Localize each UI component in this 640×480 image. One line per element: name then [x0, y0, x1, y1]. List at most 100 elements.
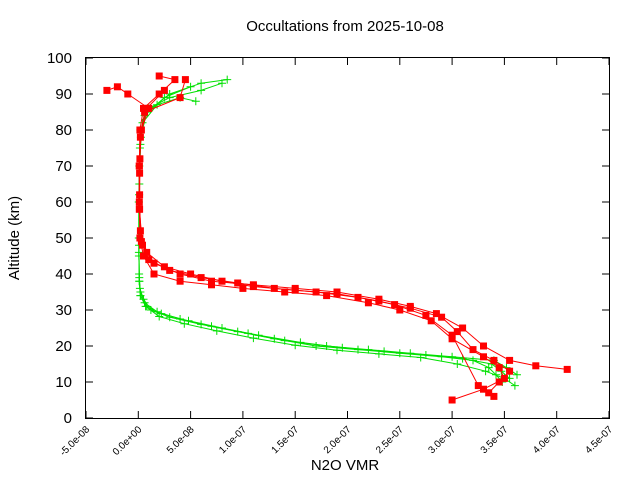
data-point [448, 335, 456, 343]
data-point [155, 72, 163, 80]
data-point [432, 310, 440, 318]
data-point [136, 169, 144, 177]
data-point [155, 312, 164, 321]
data-point [155, 90, 163, 98]
series-line [138, 79, 518, 376]
y-axis-label: Altitude (km) [6, 196, 23, 280]
data-point [249, 281, 257, 289]
data-point [438, 313, 446, 321]
data-point [490, 392, 498, 400]
data-point [506, 356, 514, 364]
data-point [532, 362, 540, 370]
data-point [510, 381, 519, 390]
data-point [312, 288, 320, 296]
chart-title: Occultations from 2025-10-08 [246, 18, 444, 35]
y-tick-label: 40 [55, 266, 72, 283]
data-point [480, 342, 487, 350]
y-tick-label: 50 [55, 230, 72, 247]
data-point [176, 94, 184, 102]
data-point [171, 76, 179, 84]
data-point [234, 279, 242, 287]
data-point [391, 301, 399, 309]
y-tick-label: 20 [55, 338, 72, 355]
data-point [396, 306, 404, 314]
data-point [563, 365, 571, 373]
data-point [197, 79, 206, 88]
y-tick-label: 60 [55, 194, 72, 211]
data-point [181, 76, 189, 84]
data-point [223, 75, 232, 84]
y-tick-label: 90 [55, 86, 72, 103]
data-point [244, 329, 253, 338]
data-point [176, 270, 184, 278]
y-tick-label: 70 [55, 158, 72, 175]
data-point [448, 331, 456, 339]
data-point [212, 326, 221, 335]
data-point [113, 83, 121, 91]
x-axis-label: N2O VMR [311, 457, 380, 474]
data-point [134, 248, 143, 257]
data-point [208, 277, 215, 285]
data-point [474, 382, 482, 390]
series-green-profiles [134, 75, 521, 390]
data-point [406, 349, 415, 358]
data-point [176, 315, 185, 323]
data-point [480, 353, 487, 361]
data-point [448, 352, 457, 361]
data-point [281, 288, 289, 296]
data-point [136, 234, 144, 242]
data-point [453, 328, 461, 336]
data-point [312, 342, 321, 350]
data-point [166, 266, 174, 274]
data-point [136, 133, 144, 141]
data-point [270, 284, 278, 292]
data-point [160, 263, 168, 271]
data-point [124, 90, 132, 98]
data-point [506, 367, 514, 375]
data-point [150, 270, 158, 278]
y-tick-label: 100 [47, 50, 72, 67]
y-tick-label: 80 [55, 122, 72, 139]
data-point [176, 277, 184, 285]
data-point [375, 295, 383, 303]
y-tick-label: 10 [55, 374, 72, 391]
data-point [150, 259, 158, 267]
series-red-profiles [103, 72, 571, 404]
plot-frame [85, 57, 610, 419]
plot-marks [103, 72, 571, 404]
data-point [180, 319, 189, 328]
data-point [191, 97, 200, 106]
data-point [140, 252, 147, 260]
data-point [333, 288, 341, 296]
data-point [333, 346, 341, 355]
data-point [481, 367, 490, 376]
y-tick-label: 30 [55, 302, 72, 319]
data-point [459, 324, 467, 332]
data-point [160, 93, 169, 102]
data-point [291, 284, 299, 292]
data-point [208, 281, 215, 289]
data-point [160, 86, 168, 94]
data-point [416, 353, 425, 362]
data-point [406, 302, 414, 310]
data-point [500, 374, 508, 382]
y-tick-label: 0 [64, 410, 72, 427]
data-point [427, 317, 435, 325]
data-point [197, 86, 206, 95]
data-point [448, 396, 456, 404]
y-axis-ticks: 0 10 20 30 40 50 60 70 80 90 100 [47, 50, 609, 427]
data-point [495, 378, 503, 386]
data-point [207, 322, 216, 331]
data-point [141, 108, 149, 116]
data-point [197, 274, 205, 282]
data-point [364, 345, 373, 354]
data-point [354, 293, 362, 301]
data-point [187, 270, 195, 278]
data-point [495, 364, 503, 372]
series-line [106, 86, 568, 370]
data-point [364, 299, 372, 307]
data-point [103, 86, 111, 94]
data-point [291, 341, 300, 350]
data-point [136, 205, 144, 213]
